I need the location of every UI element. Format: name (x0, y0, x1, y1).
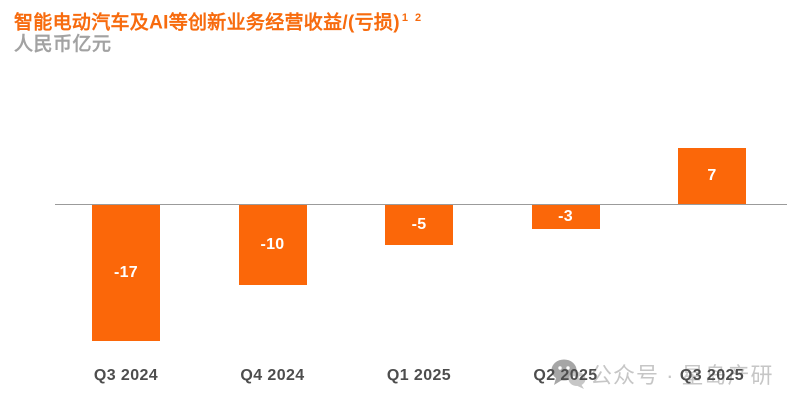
watermark-text: 公众号 · 星岛产研 (590, 363, 774, 388)
x-axis-label: Q2 2025 (533, 367, 598, 384)
wechat-icon (550, 358, 586, 390)
chart-title-text: 智能电动汽车及AI等创新业务经营收益/(亏损) (14, 12, 400, 34)
bar-value-label: -5 (411, 216, 427, 233)
bar: 7 (678, 148, 746, 204)
x-axis-label: Q1 2025 (386, 367, 452, 384)
bar: -17 (92, 205, 160, 341)
x-axis-label: Q3 2025 (679, 367, 745, 384)
chart-title: 智能电动汽车及AI等创新业务经营收益/(亏损) 1 2 (14, 6, 574, 35)
bar-value-label: -3 (558, 208, 573, 225)
bar: -10 (238, 205, 307, 285)
bar-value-label: -17 (113, 264, 139, 281)
x-axis-label: Q3 2024 (93, 367, 159, 384)
chart-unit-label: 人民币亿元 (14, 34, 112, 55)
footnote-superscript: 1 2 (401, 12, 424, 24)
bar-value-label: 7 (707, 167, 717, 184)
zero-axis-line (55, 204, 787, 205)
bar: -5 (385, 205, 453, 245)
bar: -3 (531, 205, 600, 229)
watermark: 公众号 · 星岛产研 (550, 358, 774, 390)
bar-value-label: -10 (260, 236, 285, 253)
x-axis-label: Q4 2024 (240, 367, 305, 384)
